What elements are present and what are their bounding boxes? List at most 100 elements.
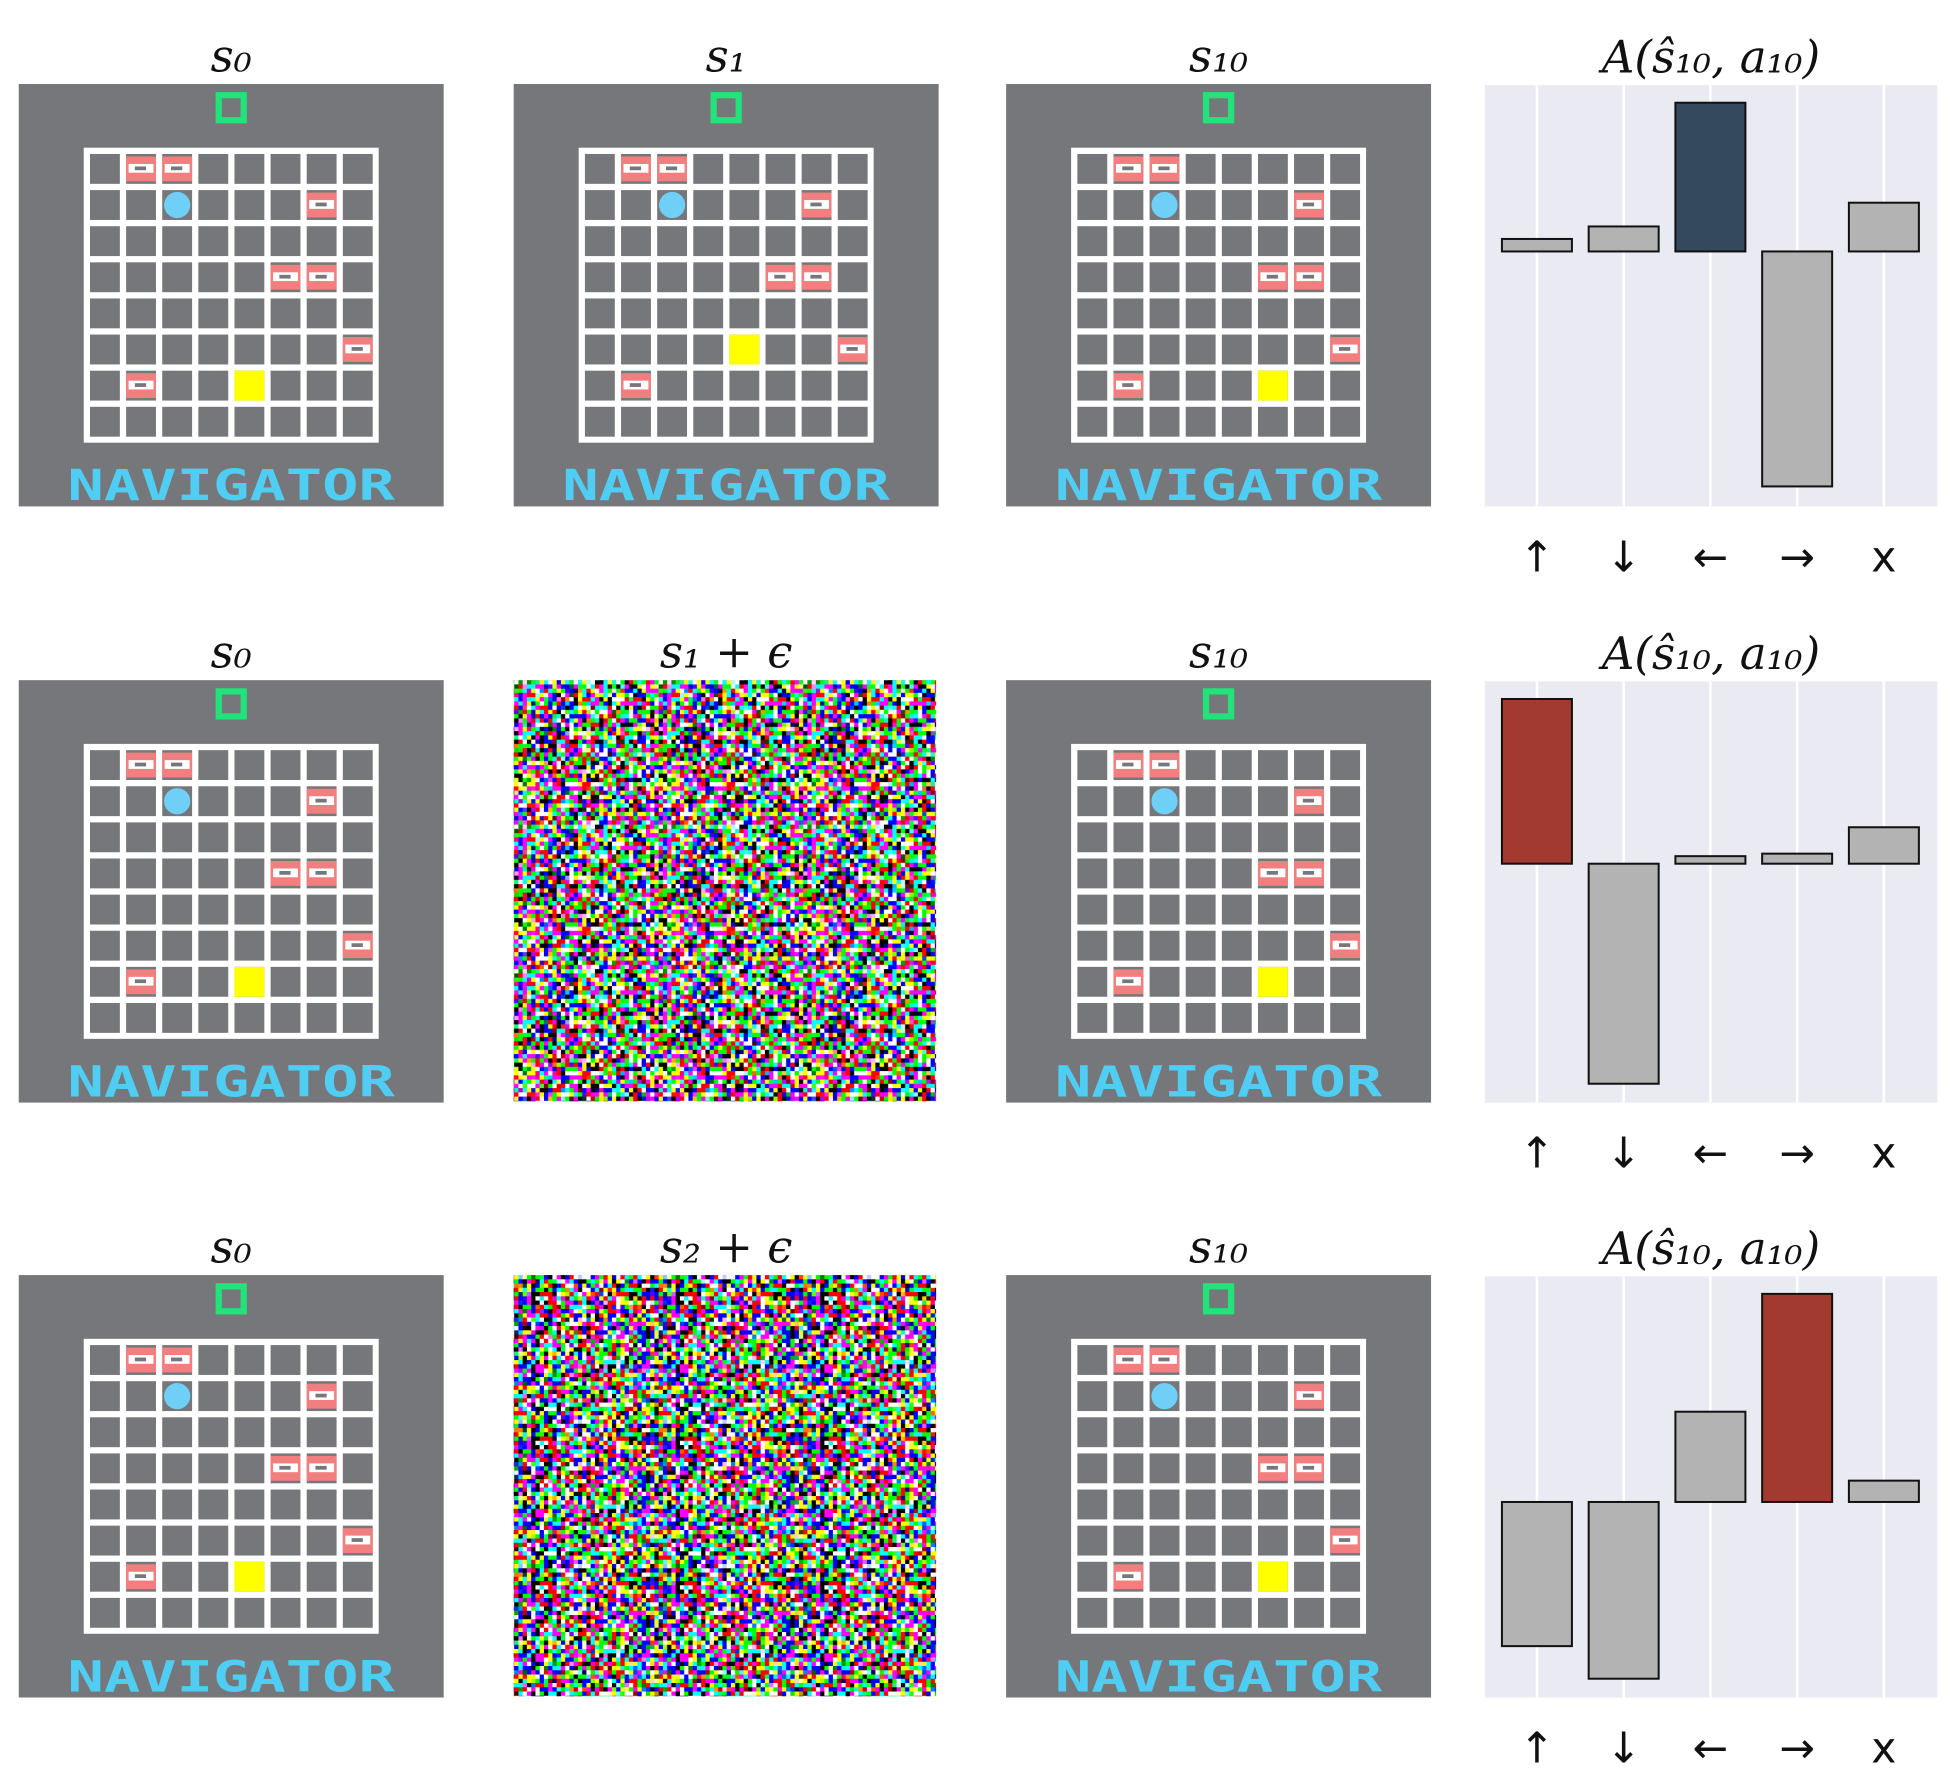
grid-cell [1221,1417,1252,1448]
grid-cell [1185,262,1216,293]
grid-cell [198,966,229,997]
grid-cell [342,226,373,257]
grid-cell [1330,1002,1361,1033]
grid-cell [1221,226,1252,257]
grid-cell [198,153,229,184]
grid-cell [1185,1489,1216,1520]
obstacle-detail [1158,1357,1170,1362]
grid-cell [198,190,229,220]
goal-marker [215,92,247,124]
grid-cell [1113,1417,1144,1448]
grid-cell [1294,334,1324,365]
grid-cell [1185,406,1216,437]
grid-cell [1149,406,1180,437]
goal-marker [1202,92,1235,124]
grid-cell [837,370,868,401]
grid-cell [1185,1525,1216,1556]
grid-cell [1185,334,1216,365]
grid-cell [1294,153,1324,184]
obstacle-detail [1122,1574,1134,1579]
grid-cell [1149,894,1180,925]
obstacle-detail [1338,1538,1351,1542]
grid-cell [234,153,265,184]
grid-cell [126,1002,156,1033]
grid-cell [1149,334,1180,365]
grid-cell [270,930,301,961]
goal-marker [215,1283,247,1315]
grid-cell [198,1489,229,1520]
x-tick-label: ↑ [1519,1130,1555,1179]
grid-cell [270,334,301,365]
agent [164,1382,191,1410]
x-tick-label: ↑ [1519,533,1555,582]
grid-cell [270,298,301,329]
grid-cell [234,930,265,961]
game-label: NAVIGATOR [67,1653,395,1702]
grid-cell [657,334,688,365]
grid-cell [729,298,760,329]
grid-cell [234,226,265,257]
grid-cell [801,153,832,184]
grid-cell [801,298,832,329]
grid-cell [1257,1381,1288,1412]
grid-cell [89,1453,120,1484]
grid-cell [198,750,229,781]
grid-cell [270,1597,301,1628]
grid-cell [729,153,760,184]
grid-cell [729,370,760,401]
grid-cell [1113,1002,1144,1033]
grid-cell [584,406,615,437]
grid-cell [89,822,120,853]
grid-cell [1185,370,1216,401]
grid-cell [306,930,337,961]
grid-cell [162,1525,193,1556]
grid-cell [1330,298,1361,329]
noise-image [513,680,937,1102]
grid-cell [89,786,120,817]
grid-cell [765,334,796,365]
grid-cell [89,966,120,997]
grid-cell [198,370,229,401]
obstacle-detail [629,383,642,387]
obstacle-detail [1338,347,1351,351]
target [234,370,265,401]
grid-cell [1149,1489,1180,1520]
grid-cell [801,406,832,437]
grid-cell [621,226,651,257]
grid-cell [234,750,265,781]
grid-cell [1113,930,1144,961]
grid-cell [198,930,229,961]
grid-cell [89,1561,120,1592]
grid-cell [306,370,337,401]
game-label: NAVIGATOR [67,1058,395,1107]
obstacle-detail [170,762,183,767]
grid-cell [162,406,193,437]
panel-title: s₁₀ [1189,29,1248,82]
grid-cell [234,190,265,220]
agent [164,191,191,219]
grid-cell [1330,153,1361,184]
grid-cell [1221,153,1252,184]
grid-cell [234,822,265,853]
grid-cell [234,1417,265,1448]
grid-cell [621,298,651,329]
grid-cell [1330,190,1361,220]
grid-cell [1077,822,1108,853]
x-tick-label: x [1871,1725,1896,1774]
grid-cell [657,298,688,329]
grid-cell [1257,1597,1288,1628]
x-tick-label: ↑ [1519,1725,1555,1774]
grid-cell [1330,786,1361,817]
grid-cell [1113,1489,1144,1520]
grid-cell [162,1417,193,1448]
bar [1500,1500,1573,1648]
obstacle-detail [279,871,291,875]
grid-cell [162,334,193,365]
grid-cell [270,153,301,184]
grid-cell [1185,966,1216,997]
bar [1761,852,1834,865]
grid-cell [1077,1489,1108,1520]
obstacle-detail [1302,274,1315,279]
grid-cell [1077,370,1108,401]
